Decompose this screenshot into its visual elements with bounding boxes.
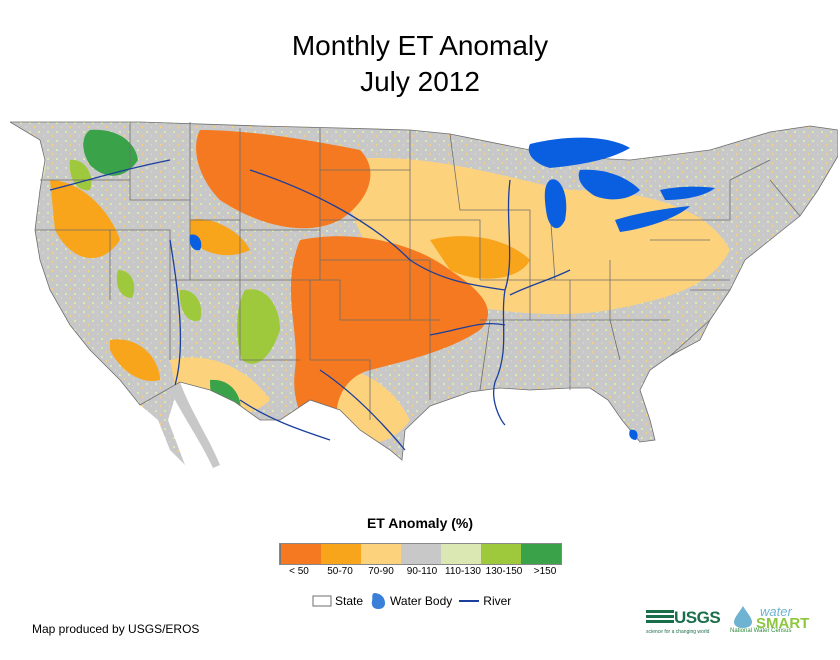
anomaly-raster xyxy=(10,122,838,465)
swatch-gt150 xyxy=(521,544,561,564)
usgs-wordmark: USGS xyxy=(674,608,721,627)
usgs-wave-icon xyxy=(646,610,674,623)
bin-label: 130-150 xyxy=(485,566,523,577)
water-bodies xyxy=(189,137,715,440)
legend-label-state: State xyxy=(335,594,364,608)
watersmart-census-text: National Water Census xyxy=(730,628,792,634)
bin-labels: < 50 50-70 70-90 90-110 110-130 130-150 … xyxy=(279,566,563,580)
watersmart-logo: water SMART National Water Census xyxy=(730,604,809,634)
swatch-70-90 xyxy=(361,544,401,564)
watersmart-water-text: water xyxy=(760,604,792,619)
title-line-2: July 2012 xyxy=(360,66,480,97)
watersmart-smart-text: SMART xyxy=(756,615,810,632)
legend-title: ET Anomaly (%) xyxy=(366,515,474,531)
usgs-tagline: science for a changing world xyxy=(646,629,710,635)
swatch-110-130 xyxy=(441,544,481,564)
state-borders xyxy=(10,121,838,461)
legend-item-river: River xyxy=(458,594,511,608)
legend-label-river: River xyxy=(483,594,512,608)
bin-label: >150 xyxy=(533,566,557,577)
swatch-90-110 xyxy=(401,544,441,564)
river-line-icon xyxy=(459,600,480,602)
legend-label-water-body: Water Body xyxy=(390,594,453,608)
baja-peninsula xyxy=(170,382,220,468)
legend-item-water-body: Water Body xyxy=(369,592,452,610)
water-body-icon xyxy=(371,593,386,609)
title-line-1: Monthly ET Anomaly xyxy=(291,30,549,61)
map-legend: State Water Body River xyxy=(312,592,511,610)
usgs-logo: USGS science for a changing world xyxy=(646,608,721,635)
state-outline-icon xyxy=(312,595,332,607)
rivers xyxy=(49,159,571,451)
water-drop-icon xyxy=(734,606,752,628)
bin-label: 70-90 xyxy=(368,566,394,577)
us-et-anomaly-map xyxy=(10,120,838,482)
swatch-lt50 xyxy=(280,544,321,564)
bin-label: < 50 xyxy=(289,566,309,577)
bin-label: 50-70 xyxy=(327,566,353,577)
legend-item-state: State xyxy=(312,594,363,608)
swatch-50-70 xyxy=(321,544,361,564)
map-credit: Map produced by USGS/EROS xyxy=(32,622,200,636)
map-title: Monthly ET Anomaly July 2012 xyxy=(0,28,840,100)
bin-label: 110-130 xyxy=(445,566,481,577)
bin-label: 90-110 xyxy=(406,566,438,577)
swatch-130-150 xyxy=(481,544,521,564)
colorbar xyxy=(279,543,562,565)
